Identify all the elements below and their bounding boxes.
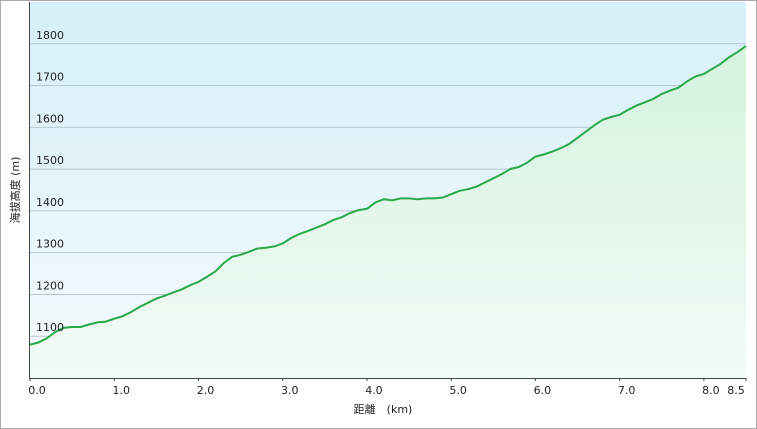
y-tick-label: 1500 [36,154,64,167]
y-tick-label: 1800 [36,29,64,42]
y-tick-label: 1600 [36,112,64,125]
y-tick-label: 1100 [36,321,64,334]
x-tick-label: 4.0 [365,384,383,397]
y-tick-label: 1400 [36,196,64,209]
y-tick-label: 1200 [36,279,64,292]
x-tick-label: 8.0 [702,384,720,397]
x-tick-label: 1.0 [112,384,130,397]
x-tick-label: 5.0 [449,384,467,397]
y-axis-label: 海拔高度 (m) [8,157,22,224]
x-tick-label: 8.5 [727,384,745,397]
x-tick-label: 7.0 [618,384,636,397]
x-tick-label: 3.0 [281,384,299,397]
area [30,45,746,379]
x-tick-label: 6.0 [534,384,552,397]
x-tick-label: 0.0 [28,384,46,397]
x-tick-label: 2.0 [197,384,215,397]
line [29,45,747,346]
y-tick-label: 1300 [36,238,64,251]
x-axis-label: 距離 (km) [354,402,413,416]
y-tick-label: 1700 [36,71,64,84]
